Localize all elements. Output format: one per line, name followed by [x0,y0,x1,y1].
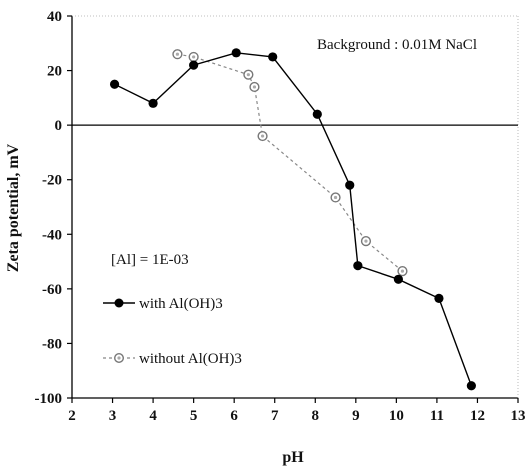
data-point [109,79,120,89]
series-0 [109,48,476,391]
x-tick-label: 9 [352,408,360,424]
y-tick-label: -20 [42,173,62,189]
x-tick-label: 5 [190,408,198,424]
data-point [189,60,199,70]
data-point [148,98,158,108]
data-point-center [192,55,196,59]
y-tick-label: 0 [55,118,63,134]
y-axis-title: Zeta potential, mV [5,143,22,272]
legend-label-without-aloh3: without Al(OH)3 [139,351,242,367]
data-point-center [333,195,338,200]
data-point-center [175,52,180,56]
legend-marker-without-aloh3-dot [117,356,121,360]
y-tick-label: -60 [42,282,62,298]
data-point-center [252,85,257,89]
y-axis-ticks: 40 20 0 -20 -40 -60 -80 -100 [35,9,72,407]
x-tick-label: 10 [389,408,404,424]
x-tick-label: 8 [312,408,320,424]
x-tick-label: 4 [149,408,157,424]
x-axis-title: pH [282,449,304,466]
plot-frame [71,15,519,399]
series-1 [172,49,408,277]
x-tick-label: 3 [109,408,117,424]
data-point [353,261,363,271]
series-line-0 [114,52,473,386]
legend: with Al(OH)3 without Al(OH)3 [103,296,242,367]
data-point [231,48,241,58]
data-point [393,274,403,284]
data-point [466,381,476,391]
y-tick-label: -80 [42,336,62,352]
y-tick-label: 20 [47,64,62,80]
legend-label-with-aloh3: with Al(OH)3 [139,296,223,312]
legend-marker-with-aloh3 [114,298,124,308]
background-annotation: Background : 0.01M NaCl [317,37,477,53]
series-line-1 [177,53,403,272]
data-point [268,52,278,62]
al-concentration-annotation: [Al] = 1E-03 [111,252,189,268]
x-axis-ticks: 2 3 4 5 6 7 8 9 10 11 12 13 [68,398,525,424]
y-tick-label: -100 [35,391,63,407]
x-tick-label: 13 [511,408,525,424]
data-point-center [364,239,368,243]
data-point [434,293,444,304]
data-point-center [260,134,265,138]
x-tick-label: 2 [68,408,76,424]
data-point [345,180,355,190]
y-tick-label: -40 [42,227,62,243]
x-tick-label: 6 [230,408,238,424]
x-tick-label: 7 [271,408,279,424]
data-point-center [246,73,250,77]
x-tick-label: 11 [430,408,444,424]
data-point-center [400,269,405,273]
x-tick-label: 12 [470,408,485,424]
y-tick-label: 40 [47,9,62,25]
data-point [312,109,322,119]
series-layer [109,48,476,391]
